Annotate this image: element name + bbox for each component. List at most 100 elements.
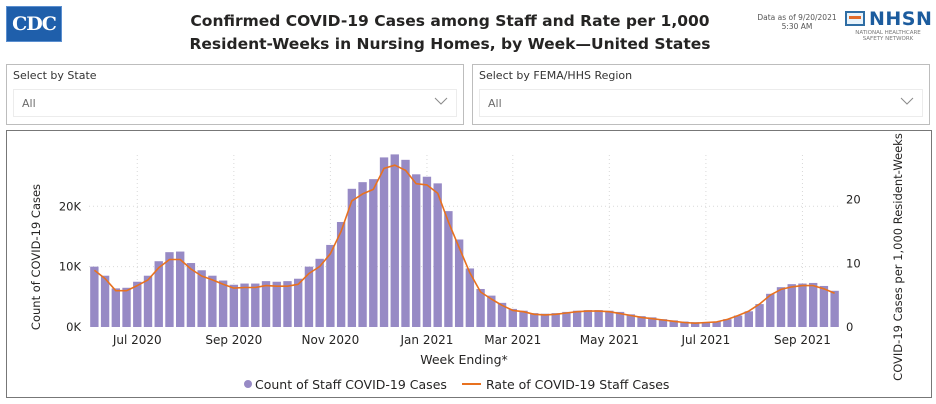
region-dropdown[interactable]: All: [479, 89, 923, 117]
chevron-down-icon[interactable]: [434, 96, 448, 106]
cdc-logo-text: CDC: [12, 13, 57, 35]
bar: [251, 283, 260, 327]
bar: [798, 283, 807, 327]
y2-tick-label: 20: [846, 193, 861, 207]
bar: [186, 263, 196, 327]
legend-bar-marker: [244, 380, 252, 388]
bar: [272, 281, 281, 327]
bar: [100, 275, 110, 327]
bar: [530, 313, 539, 327]
bar: [808, 282, 818, 327]
chart-title: Confirmed COVID-19 Cases among Staff and…: [150, 10, 750, 56]
bar: [819, 285, 829, 327]
bar: [208, 275, 217, 327]
bar: [766, 293, 775, 327]
chart-panel: [6, 130, 932, 398]
bar: [658, 319, 668, 327]
y-tick-label: 20K: [59, 199, 82, 213]
bar: [122, 287, 131, 327]
bar: [669, 320, 678, 327]
x-tick-label: Mar 2021: [484, 333, 541, 347]
state-slicer: Select by State All: [6, 64, 464, 125]
bar: [326, 244, 335, 327]
monitor-icon: [845, 11, 865, 26]
bar: [497, 302, 507, 327]
bar: [197, 270, 206, 327]
nhsn-logo-text: NHSN: [869, 8, 933, 30]
region-slicer-label: Select by FEMA/HHS Region: [479, 69, 633, 82]
bar: [594, 310, 603, 327]
bar: [508, 308, 517, 327]
y2-tick-label: 10: [846, 256, 861, 270]
bar: [454, 239, 464, 327]
y2-axis-title: COVID-19 Cases per 1,000 Resident-Weeks: [891, 133, 905, 381]
bar: [347, 188, 357, 327]
bar: [637, 316, 646, 327]
x-tick-label: Sep 2020: [205, 333, 262, 347]
y-axis-right: 0 10 20: [846, 193, 861, 334]
bar: [680, 321, 689, 327]
line-series: [93, 164, 835, 325]
bar: [444, 211, 453, 327]
x-tick-label: Jan 2021: [400, 333, 454, 347]
bar: [133, 281, 142, 327]
y-axis-left: 0K 10K 20K: [59, 199, 82, 334]
nhsn-logo: NHSN NATIONAL HEALTHCARE SAFETY NETWORK: [842, 8, 932, 44]
bar: [412, 174, 421, 327]
bar: [390, 154, 399, 327]
bar: [315, 258, 324, 327]
state-dropdown[interactable]: All: [13, 89, 457, 117]
bar: [240, 283, 249, 327]
bar: [476, 288, 485, 327]
bar: [111, 288, 121, 327]
bar: [261, 281, 271, 327]
bar: [562, 311, 571, 327]
bar: [154, 261, 163, 327]
bar: [165, 252, 174, 327]
bar: [755, 304, 764, 327]
x-tick-label: Nov 2020: [302, 333, 360, 347]
bar: [690, 322, 700, 327]
nhsn-logo-subtitle: NATIONAL HEALTHCARE SAFETY NETWORK: [842, 30, 934, 42]
bar: [433, 183, 442, 327]
bar-series: [90, 154, 839, 327]
bar: [218, 280, 228, 327]
bar: [401, 159, 410, 327]
y-tick-label: 10K: [59, 260, 82, 274]
bar: [229, 284, 239, 327]
bar: [283, 281, 292, 327]
legend-line-label[interactable]: Rate of COVID-19 Staff Cases: [486, 377, 669, 392]
bar: [648, 317, 657, 327]
state-dropdown-value: All: [22, 97, 36, 110]
x-tick-label: Jul 2021: [680, 333, 730, 347]
bar: [540, 313, 550, 327]
nhsn-subtitle-line-1: NATIONAL HEALTHCARE: [855, 30, 921, 36]
title-line-2: Resident-Weeks in Nursing Homes, by Week…: [189, 35, 711, 53]
bar: [519, 310, 528, 327]
bar: [733, 315, 743, 327]
bar: [605, 310, 614, 327]
bar: [626, 314, 635, 327]
bar: [358, 182, 367, 327]
bar: [583, 310, 593, 327]
bar: [422, 176, 432, 327]
x-tick-label: May 2021: [580, 333, 639, 347]
bar: [615, 311, 625, 327]
legend-bar-label[interactable]: Count of Staff COVID-19 Cases: [255, 377, 447, 392]
region-slicer: Select by FEMA/HHS Region All: [472, 64, 930, 125]
bar: [90, 266, 99, 327]
bar: [487, 295, 496, 327]
bar: [465, 268, 475, 327]
bar: [551, 313, 560, 327]
x-axis-title: Week Ending*: [420, 352, 508, 367]
chevron-down-icon[interactable]: [900, 96, 914, 106]
bar: [723, 319, 732, 327]
bar: [304, 266, 314, 327]
data-as-of: Data as of 9/20/2021 5:30 AM: [752, 13, 842, 31]
bar: [830, 290, 839, 327]
y-axis-title: Count of COVID-19 Cases: [29, 184, 43, 330]
bar: [294, 278, 303, 327]
rate-line: [93, 164, 835, 325]
x-tick-label: Jul 2020: [112, 333, 162, 347]
